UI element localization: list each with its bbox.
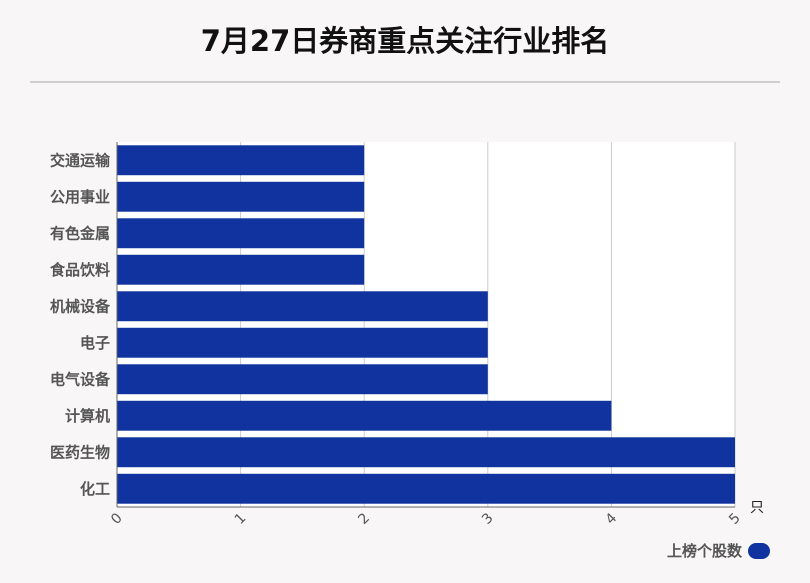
x-tick-label: 4 [603, 510, 621, 528]
bar-7 [117, 364, 488, 395]
category-label: 医药生物 [50, 443, 110, 461]
category-label: 公用事业 [50, 188, 110, 206]
category-label: 有色金属 [50, 224, 110, 242]
x-tick-label: 0 [108, 510, 126, 528]
x-unit-label: 只 [750, 500, 764, 516]
bar-10 [117, 473, 735, 504]
bar-1 [117, 145, 365, 176]
legend[interactable]: 上榜个股数 [667, 540, 770, 561]
title-divider [30, 81, 780, 83]
bar-6 [117, 327, 488, 358]
category-label: 计算机 [65, 407, 110, 425]
x-tick-label: 5 [726, 510, 744, 528]
x-tick-label: 1 [232, 510, 250, 528]
bar-9 [117, 437, 735, 468]
chart-title: 7月27日券商重点关注行业排名 [200, 24, 610, 58]
bar-8 [117, 400, 612, 431]
category-label: 交通运输 [50, 151, 111, 169]
category-label: 化工 [80, 480, 110, 498]
category-label: 食品饮料 [50, 261, 110, 279]
bar-4 [117, 254, 365, 285]
legend-label: 上榜个股数 [666, 542, 742, 560]
category-label: 电子 [80, 334, 110, 352]
legend-swatch [748, 542, 770, 559]
category-label: 机械设备 [50, 297, 111, 315]
bar-2 [117, 181, 365, 212]
bar-5 [117, 291, 488, 322]
category-label: 电气设备 [50, 370, 111, 388]
bar-3 [117, 218, 365, 249]
x-tick-label: 2 [355, 510, 373, 528]
x-tick-label: 3 [479, 510, 497, 528]
